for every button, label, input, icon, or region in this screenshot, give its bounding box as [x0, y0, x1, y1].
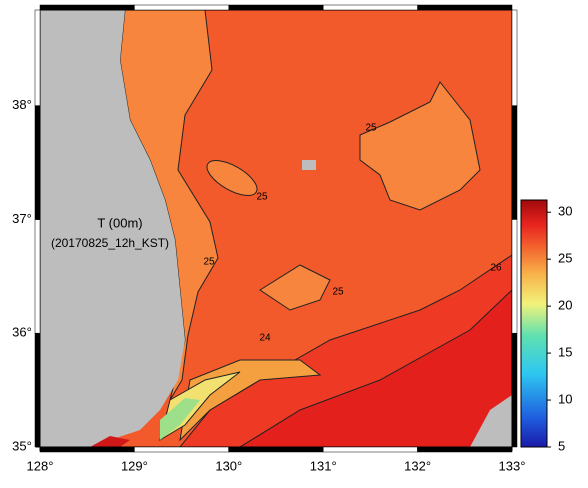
colorbar — [520, 199, 548, 448]
annotation: T (00m) — [97, 215, 142, 230]
x-tick-label: 133° — [499, 458, 526, 473]
y-tick-label: 35° — [12, 438, 32, 453]
contour-label: 25 — [256, 192, 268, 203]
annotation: (20170825_12h_KST) — [51, 236, 169, 250]
colorbar-tick-label: 25 — [558, 251, 572, 266]
y-tick-label: 38° — [12, 97, 32, 112]
contour-label: 24 — [259, 333, 271, 344]
border-segment — [322, 4, 418, 11]
border-segment — [134, 4, 230, 11]
border-segment — [322, 446, 418, 453]
border-segment — [34, 219, 41, 334]
border-segment — [39, 4, 135, 11]
colorbar-tick-label: 15 — [558, 345, 572, 360]
border-segment — [511, 219, 518, 334]
contour-label: 25 — [332, 287, 344, 298]
colorbar-tick-label: 20 — [558, 298, 572, 313]
border-segment — [134, 446, 230, 453]
contour-label: 26 — [490, 263, 502, 274]
colorbar-tick-label: 10 — [558, 391, 572, 406]
y-tick-label: 36° — [12, 325, 32, 340]
y-tick-label: 37° — [12, 211, 32, 226]
border-segment — [39, 446, 135, 453]
x-tick-label: 128° — [27, 458, 54, 473]
border-segment — [34, 332, 41, 448]
border-segment — [511, 332, 518, 448]
x-tick-label: 129° — [121, 458, 148, 473]
map-area — [40, 10, 512, 447]
border-segment — [34, 105, 41, 220]
colorbar-tick-label: 30 — [558, 204, 572, 219]
x-tick-label: 131° — [310, 458, 337, 473]
border-segment — [511, 105, 518, 220]
border-segment — [417, 446, 513, 453]
border-segment — [511, 9, 518, 106]
x-tick-label: 130° — [215, 458, 242, 473]
colorbar-tick-label: 5 — [558, 438, 565, 453]
border-segment — [417, 4, 513, 11]
x-tick-label: 132° — [404, 458, 431, 473]
border-segment — [228, 446, 324, 453]
contour-label: 25 — [203, 257, 215, 268]
contour-label: 25 — [365, 123, 377, 134]
border-segment — [34, 9, 41, 106]
border-segment — [228, 4, 324, 11]
